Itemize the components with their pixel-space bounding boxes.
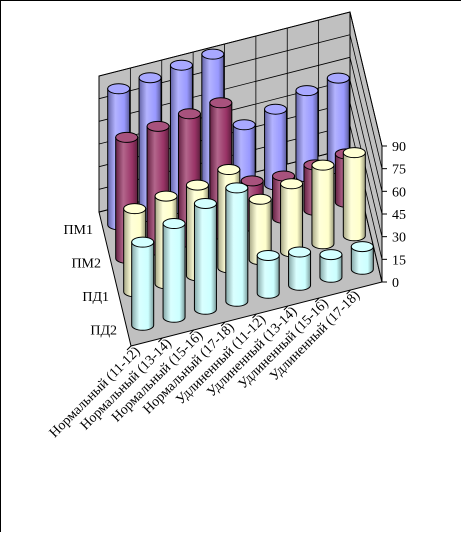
bar-top	[154, 190, 178, 202]
bar	[162, 218, 186, 323]
bar-top	[295, 85, 319, 97]
bar-top	[256, 249, 280, 261]
x-tick-mark	[220, 321, 226, 327]
bar-top	[319, 249, 343, 261]
bar-top	[193, 197, 217, 209]
x-tick-mark	[314, 297, 320, 303]
bar	[193, 197, 217, 315]
bar	[225, 182, 249, 307]
bar	[280, 178, 304, 258]
bar-top	[264, 103, 288, 115]
series-label: ПД2	[90, 323, 117, 338]
bar-body	[280, 183, 304, 258]
bar-top	[146, 120, 170, 132]
x-tick-mark	[158, 337, 163, 343]
x-tick-mark	[283, 305, 289, 311]
chart-bars	[107, 48, 374, 331]
bar-top	[138, 72, 162, 84]
series-label: ПМ1	[63, 223, 93, 238]
bar	[131, 236, 155, 331]
bar-top	[350, 241, 374, 253]
bar-top	[326, 72, 350, 84]
y-tick-label: 30	[392, 231, 406, 246]
bar	[350, 241, 374, 275]
x-tick-mark	[189, 329, 195, 335]
bar-body	[193, 202, 217, 315]
bar-top	[240, 175, 264, 187]
series-label: ПМ2	[71, 256, 101, 271]
bar	[311, 159, 335, 250]
bar-top	[209, 97, 233, 109]
bar-top	[248, 193, 272, 205]
x-tick-mark	[346, 289, 351, 295]
bar	[248, 193, 272, 266]
bar-top	[311, 159, 335, 171]
bar-top	[280, 178, 304, 190]
x-tick-mark	[252, 313, 257, 319]
bar-body	[288, 251, 312, 291]
series-label: ПД1	[82, 290, 109, 305]
y-tick-label: 15	[392, 253, 406, 268]
bar-top	[177, 108, 201, 120]
bar	[288, 246, 312, 291]
bar-top	[131, 236, 155, 248]
bar-body	[225, 187, 249, 307]
y-tick-label: 0	[392, 276, 399, 291]
bar-top	[288, 246, 312, 258]
bar-top	[201, 48, 225, 60]
bar	[319, 249, 343, 283]
bar-top	[169, 59, 193, 71]
bar-body	[162, 223, 186, 323]
bar	[256, 249, 280, 299]
bar-body	[311, 164, 335, 250]
bar-top	[225, 182, 249, 194]
bar-top	[342, 147, 366, 159]
bar-body	[319, 254, 343, 283]
y-tick-label: 90	[392, 140, 406, 155]
bar-top	[107, 83, 131, 95]
bar-top	[217, 164, 241, 176]
bar-body	[256, 254, 280, 299]
bar-body	[350, 246, 374, 275]
bar-top	[162, 218, 186, 230]
y-tick-label: 45	[392, 208, 406, 223]
bar-top	[232, 119, 256, 131]
bar-top	[185, 179, 209, 191]
bar-body	[131, 241, 155, 331]
gridline	[98, 11, 383, 147]
bar-top	[115, 131, 139, 143]
bar	[342, 147, 366, 242]
y-tick-label: 60	[392, 185, 406, 200]
bar-top	[123, 203, 147, 215]
y-tick-label: 75	[392, 163, 406, 178]
bar-body	[342, 152, 366, 242]
x-tick-mark	[126, 345, 132, 351]
